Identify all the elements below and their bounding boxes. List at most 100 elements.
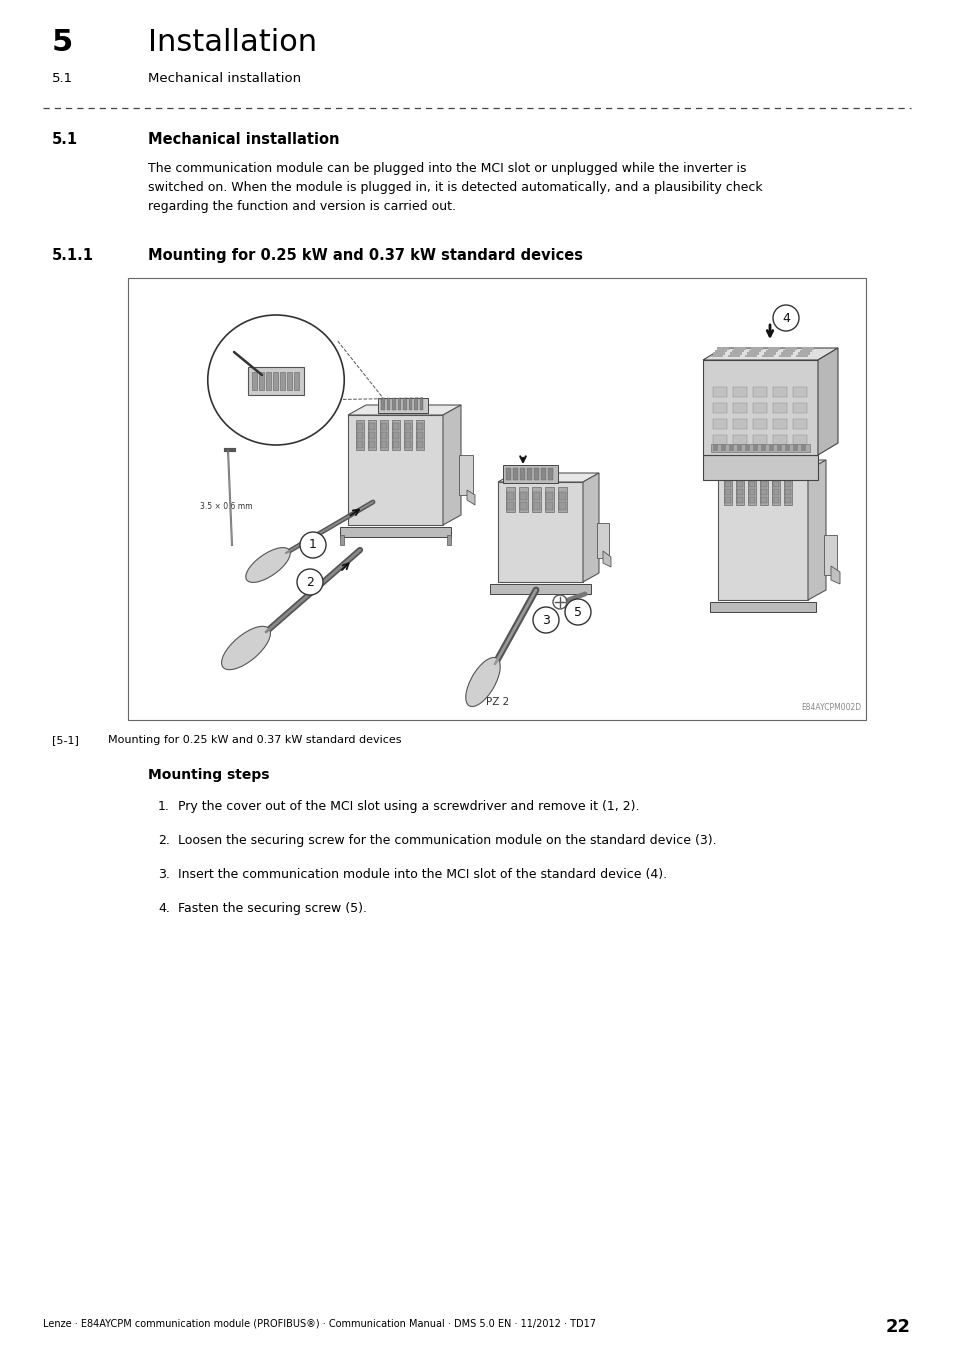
- Text: 2.: 2.: [158, 834, 170, 846]
- Bar: [779, 355, 790, 356]
- Bar: [419, 398, 422, 410]
- Text: switched on. When the module is plugged in, it is detected automatically, and a : switched on. When the module is plugged …: [148, 181, 761, 194]
- Bar: [414, 398, 417, 410]
- Bar: [544, 487, 554, 512]
- Bar: [712, 435, 726, 446]
- Bar: [748, 350, 760, 352]
- Circle shape: [533, 608, 558, 633]
- Text: Pry the cover out of the MCI slot using a screwdriver and remove it (1, 2).: Pry the cover out of the MCI slot using …: [178, 801, 639, 813]
- Bar: [369, 432, 375, 439]
- Bar: [747, 477, 755, 505]
- Bar: [380, 423, 387, 431]
- Bar: [380, 441, 387, 448]
- Bar: [792, 404, 806, 413]
- Text: 5.1: 5.1: [52, 132, 78, 147]
- Bar: [533, 491, 539, 500]
- Bar: [752, 387, 766, 397]
- Bar: [416, 432, 422, 439]
- Text: 3.5 × 0.6 mm: 3.5 × 0.6 mm: [200, 502, 253, 512]
- Polygon shape: [807, 460, 825, 599]
- Bar: [128, 278, 865, 720]
- Bar: [368, 420, 375, 450]
- Polygon shape: [348, 405, 460, 414]
- Bar: [558, 487, 566, 512]
- Polygon shape: [497, 472, 598, 482]
- Bar: [710, 355, 722, 356]
- Text: 5.1.1: 5.1.1: [52, 248, 94, 263]
- Bar: [728, 446, 733, 451]
- Bar: [416, 441, 422, 448]
- Bar: [402, 398, 406, 410]
- Bar: [752, 446, 758, 451]
- Bar: [737, 481, 742, 487]
- Bar: [273, 373, 277, 390]
- Bar: [782, 350, 794, 352]
- Bar: [526, 468, 532, 481]
- Bar: [519, 491, 526, 500]
- Text: [5-1]: [5-1]: [52, 734, 79, 745]
- Bar: [380, 432, 387, 439]
- Bar: [733, 347, 745, 350]
- Circle shape: [564, 599, 590, 625]
- Bar: [547, 468, 553, 481]
- Bar: [732, 435, 746, 446]
- Bar: [732, 404, 746, 413]
- Bar: [801, 446, 805, 451]
- Bar: [397, 398, 400, 410]
- Polygon shape: [702, 348, 837, 360]
- Bar: [405, 441, 411, 448]
- Bar: [386, 398, 390, 410]
- Bar: [377, 398, 428, 413]
- Bar: [533, 502, 539, 510]
- Bar: [768, 446, 773, 451]
- Bar: [405, 432, 411, 439]
- Bar: [712, 387, 726, 397]
- Bar: [735, 477, 743, 505]
- Bar: [379, 420, 388, 450]
- Bar: [737, 489, 742, 495]
- Bar: [490, 585, 590, 594]
- Text: Insert the communication module into the MCI slot of the standard device (4).: Insert the communication module into the…: [178, 868, 666, 882]
- Text: 5.1: 5.1: [52, 72, 73, 85]
- Bar: [797, 352, 809, 355]
- Bar: [748, 481, 754, 487]
- Bar: [355, 420, 364, 450]
- Text: regarding the function and version is carried out.: regarding the function and version is ca…: [148, 200, 456, 213]
- Bar: [823, 535, 836, 575]
- Bar: [724, 489, 730, 495]
- Text: 22: 22: [885, 1318, 910, 1336]
- Bar: [712, 418, 726, 429]
- Bar: [776, 446, 781, 451]
- Bar: [748, 497, 754, 504]
- Bar: [784, 347, 796, 350]
- Bar: [405, 423, 411, 431]
- Text: Fasten the securing screw (5).: Fasten the securing screw (5).: [178, 902, 367, 915]
- Bar: [597, 522, 608, 558]
- Bar: [731, 350, 743, 352]
- Bar: [784, 497, 790, 504]
- Bar: [737, 446, 741, 451]
- Text: The communication module can be plugged into the MCI slot or unplugged while the: The communication module can be plugged …: [148, 162, 745, 176]
- Text: Mounting steps: Mounting steps: [148, 768, 269, 782]
- Circle shape: [772, 305, 799, 331]
- Bar: [729, 352, 741, 355]
- Bar: [519, 502, 526, 510]
- Bar: [518, 487, 527, 512]
- Ellipse shape: [221, 626, 270, 670]
- Bar: [356, 423, 363, 431]
- Bar: [744, 446, 749, 451]
- Bar: [416, 420, 423, 450]
- Bar: [558, 491, 565, 500]
- Bar: [772, 435, 786, 446]
- Bar: [727, 355, 740, 356]
- Bar: [760, 497, 766, 504]
- Circle shape: [299, 532, 326, 558]
- Bar: [792, 418, 806, 429]
- Text: 4.: 4.: [158, 902, 170, 915]
- Bar: [772, 489, 779, 495]
- Bar: [458, 455, 473, 495]
- Bar: [732, 387, 746, 397]
- Bar: [532, 487, 540, 512]
- Bar: [280, 373, 285, 390]
- Bar: [356, 432, 363, 439]
